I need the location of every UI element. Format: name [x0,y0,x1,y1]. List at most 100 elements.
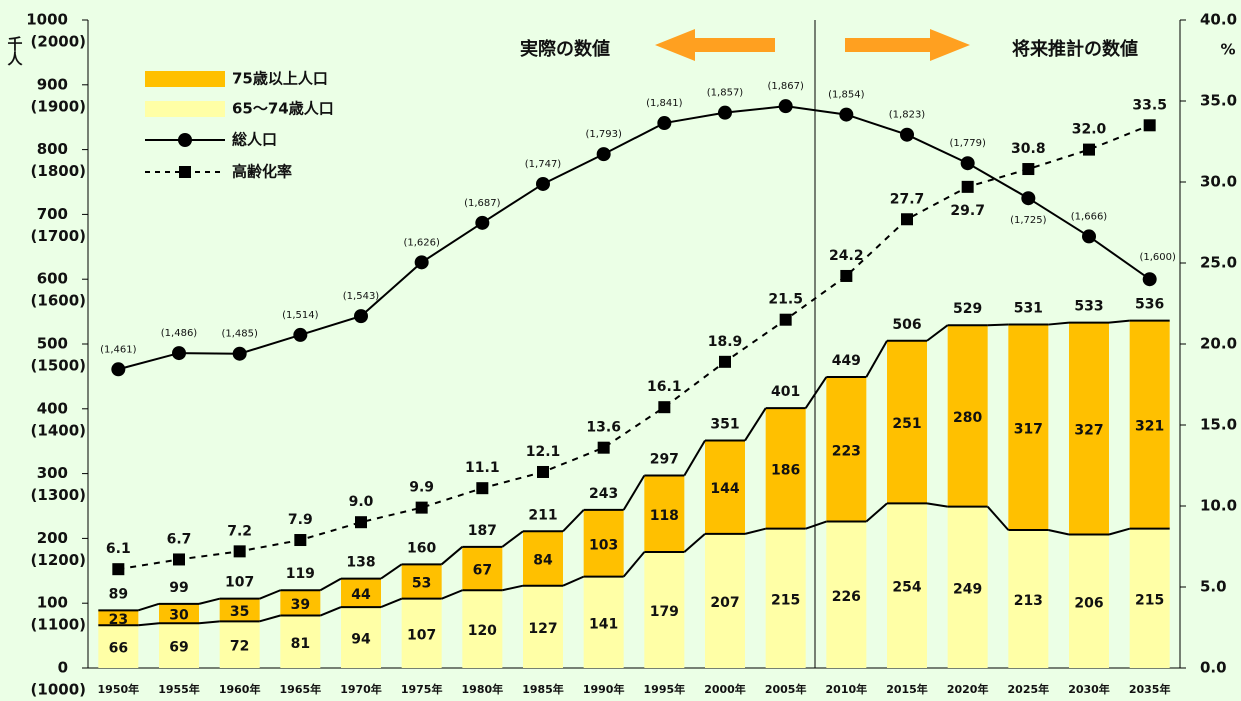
stack-outline [1048,528,1070,536]
legend-swatch [145,101,225,117]
stack-outline [259,614,281,623]
x-tick-label: 2010年 [826,682,868,696]
bar [947,506,988,668]
rate-label: 7.9 [288,512,313,528]
total-label: 89 [109,586,128,602]
bar-label: 127 [528,621,557,637]
stack-outline [926,502,948,508]
rate-label: 32.0 [1072,122,1107,138]
marker [172,346,186,361]
x-tick-label: 2005年 [765,682,807,696]
marker [355,516,367,529]
bar-label: 53 [412,575,431,591]
x-tick-label: 1970年 [340,682,382,696]
population-label: (1,600) [1139,252,1176,263]
bar-label: 103 [589,537,618,553]
stack-outline [683,440,706,477]
line [118,124,1151,571]
stack-outline [198,620,220,625]
stack-outline [1108,527,1130,536]
stack-outline [744,527,766,535]
bar [1129,320,1170,529]
marker [414,255,429,270]
stack-outline [198,597,220,605]
x-tick-label: 1990年 [583,682,625,696]
bar-label: 317 [1014,421,1043,437]
population-label: (1,747) [525,159,562,170]
stack-outline [380,597,403,609]
bar [705,533,745,668]
marker [111,362,126,377]
legend: 75歳以上人口 65～74歳人口 総人口 高齢化率 [145,70,334,181]
bar-label: 215 [1135,592,1164,608]
y3-tick-label: (1900) [31,97,86,115]
rate-label: 6.7 [167,531,192,547]
y-axis-label: 千人 [6,36,24,66]
bar-label: 249 [953,581,982,597]
x-tick-label: 1960年 [219,682,261,696]
y3-tick-label: (1500) [31,357,86,375]
bar [219,621,260,668]
x-tick-label: 1950年 [98,682,140,696]
bar-label: 223 [832,443,861,459]
population-label: (1,841) [646,98,683,109]
y-tick-label: 200 [37,529,68,547]
legend-label: 高齢化率 [232,163,292,181]
marker [960,156,975,171]
marker [597,441,610,454]
marker [779,313,792,326]
marker [839,107,854,122]
y2-tick-label: 40.0 [1200,11,1237,29]
legend-swatch [145,71,225,87]
bar-label: 215 [771,592,800,608]
x-tick-label: 2015年 [886,682,928,696]
stack-outline [804,376,828,409]
total-label: 107 [225,575,254,591]
bar [887,503,927,668]
y-tick-label: 800 [37,140,68,158]
stack-outline [259,589,281,600]
x-tick-label: 1975年 [401,682,443,696]
y2-tick-label: 0.0 [1200,659,1227,677]
bar-label: 206 [1074,595,1103,611]
bar [644,475,685,553]
marker [354,309,368,324]
bar-label: 44 [351,587,371,603]
bar-label: 30 [169,608,189,624]
stack-outline [562,509,585,532]
bar [644,552,685,668]
marker [901,213,913,226]
bar [341,578,381,608]
y3-tick-label: (1400) [31,421,86,439]
stack-outline [865,502,888,523]
bar-label: 251 [892,416,921,432]
marker [840,269,853,282]
x-tick-label: 1995年 [644,682,686,696]
bar [1129,528,1170,668]
bar [159,623,199,668]
stack-outline [138,602,160,612]
annotation: 実際の数値 [520,38,610,60]
bar-label: 186 [771,462,800,478]
bar-label: 327 [1074,423,1103,439]
stack-outline [502,584,524,592]
bar-label: 179 [650,604,679,620]
total-label: 297 [650,452,679,468]
bar [765,408,806,529]
total-label: 533 [1074,299,1103,315]
y3-tick-label: (2000) [31,33,86,51]
total-label: 401 [771,384,800,400]
y2-tick-label: 5.0 [1200,578,1227,596]
bar [341,607,381,668]
legend-label: 75歳以上人口 [232,70,328,88]
bar [947,325,988,507]
marker [1083,143,1095,156]
rate-label: 33.5 [1132,97,1167,113]
bar [1008,529,1049,668]
x-tick-label: 1985年 [522,682,564,696]
bar [280,590,321,616]
y-tick-label: 400 [37,399,68,417]
population-label: (1,823) [889,110,926,121]
bar [705,440,745,534]
